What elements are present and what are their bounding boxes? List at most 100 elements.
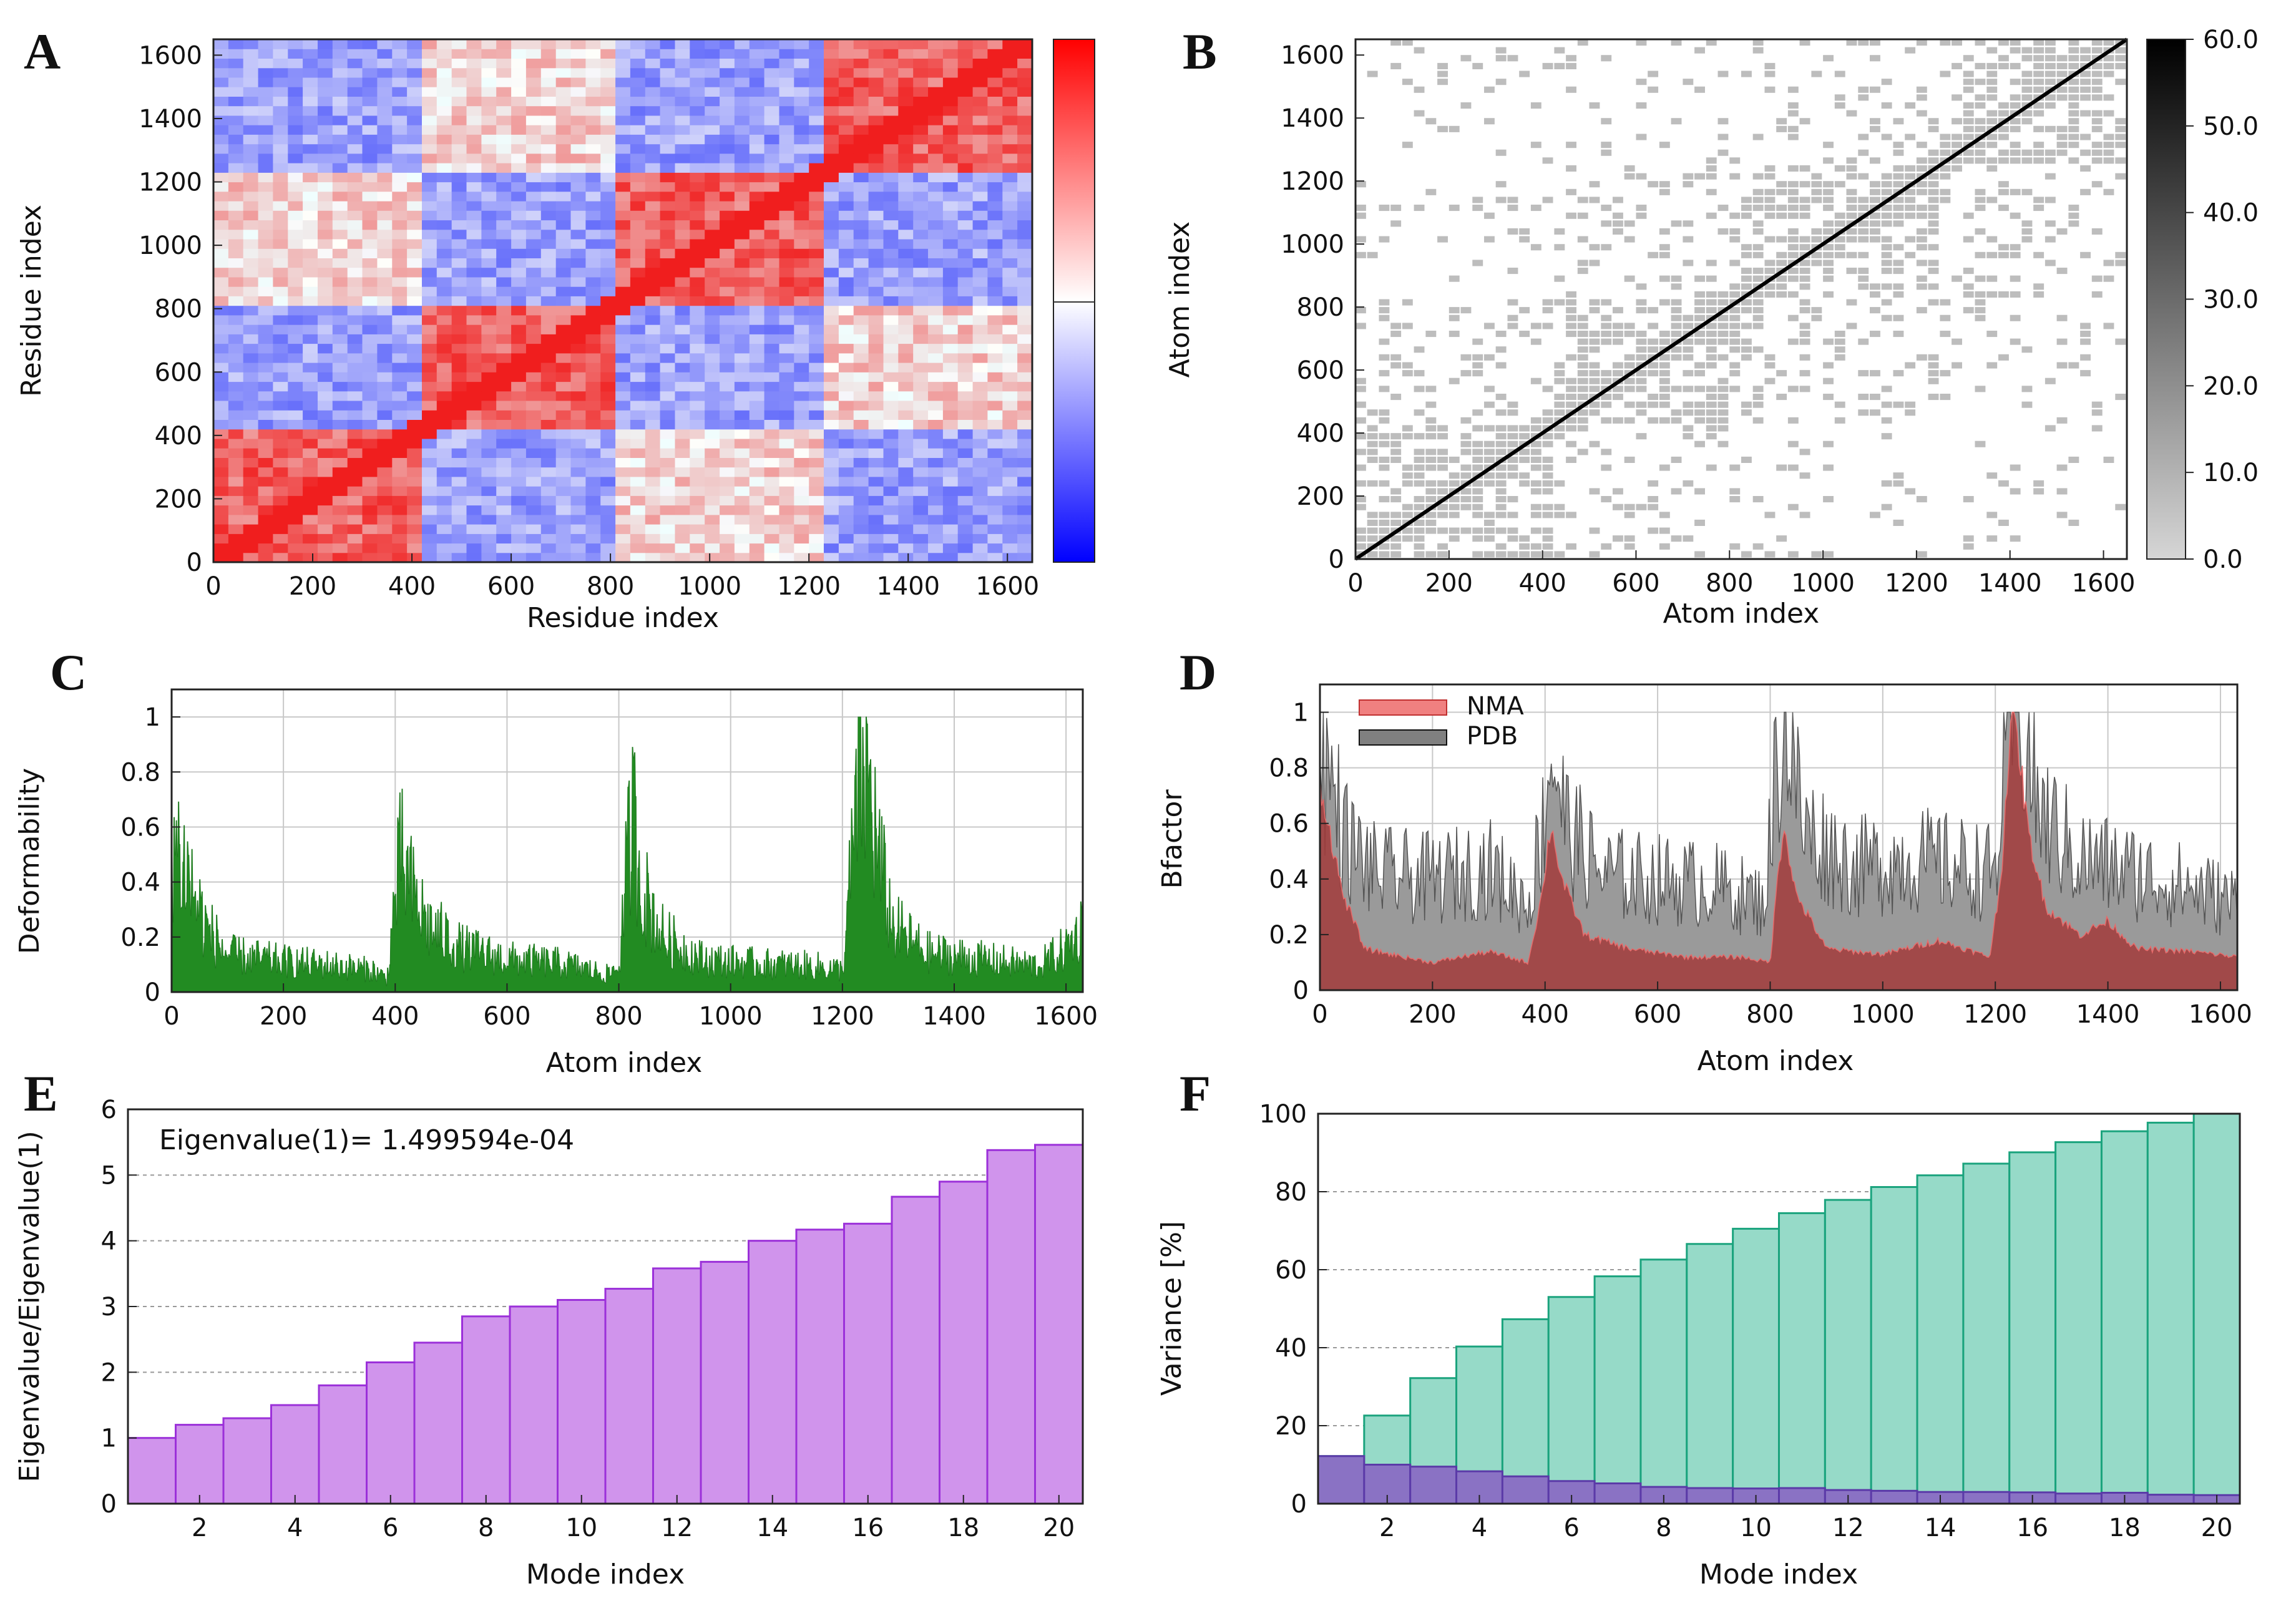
panel-b-contact: [2056, 268, 2068, 275]
panel-a-cell: [228, 286, 244, 296]
panel-a-cell: [303, 286, 318, 296]
panel-b-contact: [1472, 338, 1483, 345]
panel-a-cell: [705, 353, 720, 363]
panel-a-cell: [213, 286, 229, 296]
panel-b-contact: [1636, 377, 1647, 384]
panel-a-cell: [1002, 77, 1018, 87]
panel-a-cell: [570, 533, 586, 544]
panel-a-cell: [1002, 201, 1018, 211]
panel-a-cell: [243, 353, 259, 363]
panel-a-cell: [660, 39, 676, 49]
panel-a-cell: [585, 105, 601, 116]
panel-a-cell: [675, 77, 690, 87]
panel-a-cell: [422, 524, 437, 534]
panel-b-contact: [1671, 307, 1682, 314]
panel-a-cell: [422, 191, 437, 202]
panel-a-cell: [332, 363, 348, 372]
panel-b-contact: [1648, 417, 1659, 424]
panel-a-cell: [838, 363, 854, 372]
panel-a-cell: [585, 191, 601, 202]
panel-a-cell: [660, 467, 676, 477]
panel-b-contact: [1823, 251, 1834, 258]
panel-a-cell: [1017, 77, 1032, 87]
panel-a-cell: [957, 39, 974, 49]
panel-a-cell: [555, 363, 572, 372]
panel-a-cell: [645, 505, 661, 515]
panel-a-cell: [615, 153, 631, 163]
panel-b-contact: [1717, 440, 1729, 447]
panel-a-cell: [720, 363, 735, 372]
panel-a-cell: [630, 163, 646, 173]
panel-b-contact: [1776, 181, 1787, 188]
panel-a-cell: [779, 391, 794, 401]
panel-a-cell: [898, 448, 914, 458]
panel-a-cell: [288, 524, 303, 534]
panel-b-contact: [1706, 464, 1717, 471]
panel-b-contact: [1706, 386, 1717, 392]
panel-a-cell: [1002, 87, 1018, 97]
panel-a-cell: [228, 163, 244, 173]
panel-a-cell: [273, 58, 288, 69]
panel-b-contact: [1683, 314, 1694, 321]
panel-a-cell: [987, 172, 1003, 183]
panel-a-cell: [630, 267, 646, 278]
panel-a-cell: [258, 248, 274, 258]
panel-a-cell: [794, 419, 809, 430]
panel-a-cell: [838, 401, 854, 411]
panel-a-cell: [838, 248, 854, 258]
panel-a-cell: [451, 334, 467, 344]
panel-a-cell: [318, 381, 333, 392]
panel-a-cell: [332, 220, 348, 230]
panel-b-contact: [2021, 386, 2033, 392]
panel-c-xtick-label: 1400: [922, 1002, 986, 1031]
panel-a-cell: [511, 134, 527, 145]
panel-a-cell: [764, 381, 780, 392]
panel-b-contact: [2115, 134, 2126, 140]
panel-a-cell: [898, 381, 914, 392]
panel-a-cell: [764, 239, 780, 249]
panel-a-cell: [273, 410, 288, 420]
panel-a-cell: [942, 467, 959, 477]
panel-a-cell: [585, 39, 601, 49]
panel-a-cell: [660, 401, 676, 411]
panel-b-contact: [1472, 205, 1483, 212]
panel-a-cell: [957, 343, 974, 354]
panel-a-cell: [898, 67, 914, 78]
panel-b-contact: [2056, 314, 2068, 321]
panel-a-cell: [303, 419, 318, 430]
panel-a-cell: [288, 448, 303, 458]
panel-a-cell: [794, 210, 809, 221]
panel-a-cell: [734, 144, 750, 154]
panel-b-contact: [1905, 102, 1916, 109]
panel-b-contact: [1741, 251, 1752, 258]
panel-a-cell: [630, 495, 646, 506]
panel-a-cell: [824, 258, 839, 268]
panel-a-cell: [913, 334, 929, 344]
panel-a-cell: [392, 533, 408, 544]
panel-a-cell: [436, 314, 452, 325]
panel-a-cell: [809, 210, 824, 221]
panel-a-xtick-label: 1200: [777, 572, 841, 601]
panel-a-cell: [764, 67, 780, 78]
panel-a-cell: [957, 410, 974, 420]
panel-a-cell: [303, 248, 318, 258]
panel-a-cell: [540, 514, 557, 525]
panel-a-cell: [213, 229, 229, 240]
panel-b-contact: [1683, 323, 1694, 329]
panel-b-ytick-label: 1600: [1281, 41, 1344, 70]
panel-b-contact: [1834, 417, 1845, 424]
panel-a-cell: [347, 353, 363, 363]
panel-a-cell: [898, 239, 914, 249]
panel-a-cell: [972, 552, 989, 562]
panel-a-cell: [436, 353, 452, 363]
panel-a-cell: [481, 105, 497, 116]
panel-a-cell: [273, 429, 288, 439]
panel-a-cell: [511, 305, 527, 316]
panel-b-contact: [1636, 370, 1647, 377]
panel-a-cell: [690, 419, 705, 430]
panel-a-cell: [883, 201, 899, 211]
panel-a-cell: [883, 115, 899, 125]
panel-a-cell: [794, 153, 809, 163]
panel-b-contact: [1414, 551, 1425, 558]
panel-a-cell: [377, 144, 393, 154]
